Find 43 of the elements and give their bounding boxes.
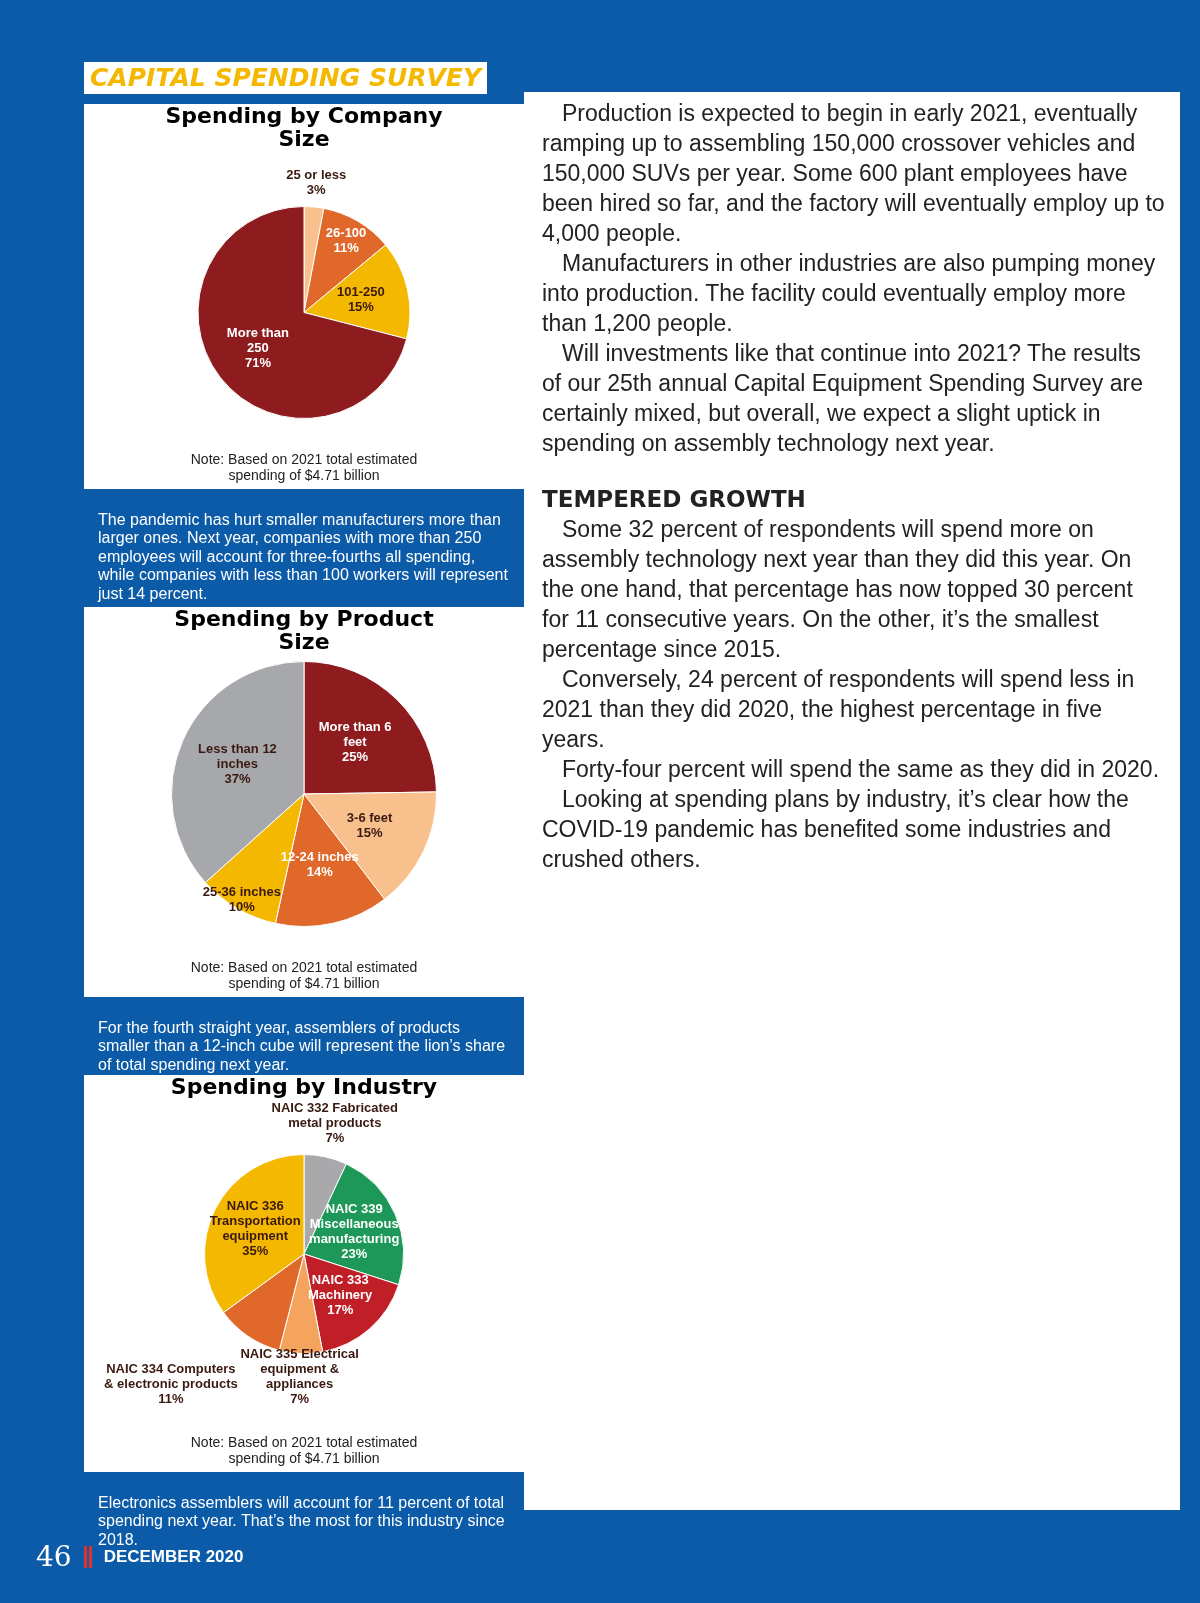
slice-label: More than 250 (226, 325, 290, 355)
data-label: 11% (333, 240, 360, 256)
data-label: 14% (306, 864, 334, 880)
slice-label: NAIC 334 Computers & electronic products (104, 1361, 238, 1392)
text: Note: Based on 2021 total estimated spending of $4.71 billion (189, 959, 419, 991)
chart-title: Spending by Company Size (164, 103, 444, 152)
slice-label: More than 6 feet (318, 718, 392, 749)
slice-label: NAIC 332 Fabricated metal products (271, 1100, 399, 1131)
text: Note: Based on 2021 total estimated spending of $4.71 billion (189, 1434, 419, 1466)
text: The pandemic has hurt smaller manufacturers more than larger ones. Next year, companies with more than 250 employees will account for three-fourths all spending, while companies with less than 100 workers will represent just 14 percent. (96, 510, 509, 603)
data-label: 71% (244, 355, 272, 370)
data-label: 23% (341, 1246, 368, 1262)
data-label: 7% (290, 1391, 310, 1407)
text: TEMPERED GROWTH (542, 485, 807, 514)
data-label: 15% (356, 825, 384, 841)
text: Conversely, 24 percent of respondents will spend less in 2021 than they did 2020, the highest percentage in five years. (542, 665, 1136, 754)
text: Manufacturers in other industries are also pumping money into production. The facility could eventually employ more than 1,200 people. (542, 249, 1157, 338)
text: Some 32 percent of respondents will spend more on assembly technology next year than they did this year. On the one hand, that percentage has now topped 30 percent for 11 consecutive years. On the other, it’s the smallest percentage since 2015. (542, 515, 1134, 664)
text: 46 (36, 1540, 72, 1573)
chart-title: Spending by Industry (169, 1074, 439, 1099)
text: Note: Based on 2021 total estimated spending of $4.71 billion (189, 451, 419, 483)
text: Production is expected to begin in early 2021, eventually ramping up to assembling 150,000 crossover vehicles and 150,000 SUVs per year. Some 600 plant employees have been hired so far, and the factory will eventually employ up to 4,000 people. (542, 99, 1166, 248)
slice-label: NAIC 335 Electrical equipment & appliances (240, 1346, 359, 1392)
text: CAPITAL SPENDING SURVEY (84, 62, 488, 94)
data-label: 25% (342, 748, 369, 764)
text: Will investments like that continue into 2021? The results of our 25th annual Capital Equipment Spending Survey are certainly mixed, but overall, we expect a slight uptick in spending on assembly technology next year. (542, 339, 1144, 458)
chart-title: Spending by Product Size (173, 606, 435, 655)
data-label: 3% (306, 182, 327, 198)
slice-label: 25 or less (286, 167, 347, 183)
data-label: 37% (224, 771, 251, 787)
data-label: 15% (347, 299, 375, 315)
slice-label: 26-100 (325, 225, 367, 241)
text: Looking at spending plans by industry, it’s clear how the COVID-19 pandemic has benefited some industries and crushed others. (542, 785, 1130, 874)
data-label: 17% (327, 1301, 354, 1317)
slice-label: 101-250 (337, 284, 385, 300)
data-label: 35% (242, 1243, 269, 1259)
slice-label: Less than 12 inches (198, 741, 277, 772)
data-label: 11% (158, 1391, 184, 1407)
slice-label: 3-6 feet (346, 810, 394, 826)
text: For the fourth straight year, assemblers of products smaller than a 12-inch cube will represent the lion’s share of total spending next year. (97, 1018, 507, 1075)
text: Forty-four percent will spend the same as they did in 2020. (561, 755, 1161, 784)
data-label: 7% (325, 1130, 345, 1146)
slice-label: NAIC 336 Transportation equipment (209, 1198, 301, 1244)
